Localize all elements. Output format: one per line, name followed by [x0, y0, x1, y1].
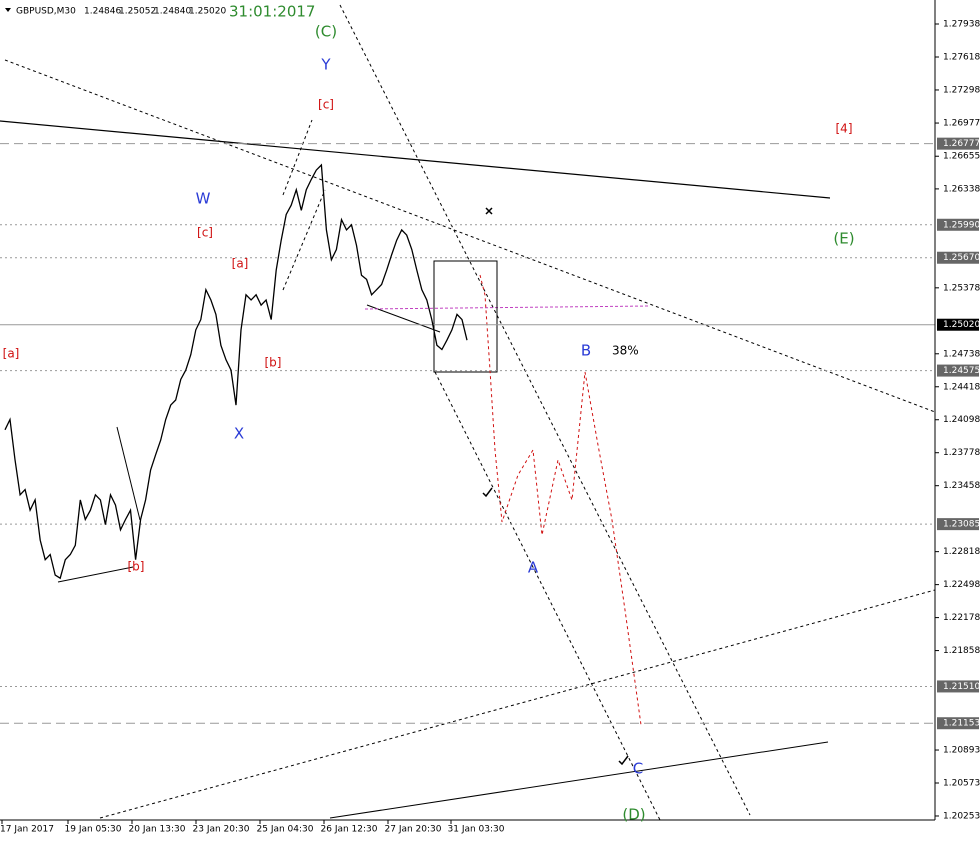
low: 1.24840 [154, 7, 191, 17]
x-tick-label: 20 Jan 13:30 [129, 825, 186, 835]
x-tick-label: 23 Jan 20:30 [193, 825, 250, 835]
trend-line [366, 304, 441, 333]
y-tick-label: 1.24098 [943, 415, 980, 425]
trend-line [329, 741, 829, 819]
x-tick-label: 17 Jan 2017 [0, 825, 54, 835]
wave-label: C [633, 760, 643, 778]
trend-line [339, 4, 751, 816]
wave-label: X [234, 425, 244, 443]
y-tick-label: 1.22818 [943, 547, 980, 557]
trend-line [116, 426, 141, 521]
y-tick-label: 1.25378 [943, 283, 980, 293]
y-tick-label: 1.26655 [943, 152, 980, 162]
wave-label: (D) [622, 806, 645, 824]
y-tick-label: 1.22178 [943, 613, 980, 623]
wave-label: 38% [612, 344, 639, 358]
wave-label: [a] [3, 347, 20, 361]
axis-labels: 1.27938 1.27618 1.27298 1.26977 1.26655 1.263… [0, 20, 980, 835]
trend-line [57, 566, 134, 583]
level-label: 1.21510 [943, 682, 980, 692]
y-tick-label: 1.26977 [943, 119, 980, 129]
symbol: GBPUSD,M30 [16, 7, 76, 17]
level-label: 1.24575 [943, 366, 980, 376]
wave-label: W [196, 190, 211, 208]
x-tick-label: 26 Jan 12:30 [321, 825, 378, 835]
level-label: 1.26777 [943, 139, 980, 149]
level-tag [937, 364, 979, 377]
trend-line [0, 120, 831, 199]
level-tag [937, 218, 979, 231]
y-tick-label: 1.20253 [943, 811, 980, 821]
level-label: 1.21153 [943, 719, 980, 729]
plot [4, 163, 468, 580]
open: 1.24846 [84, 7, 121, 17]
price-line [4, 163, 468, 580]
y-tick-label: 1.24418 [943, 382, 980, 392]
wave-label: (E) [833, 230, 854, 248]
level-tag [937, 318, 979, 331]
levels [0, 143, 935, 724]
wave-label: [c] [318, 98, 334, 112]
level-label: 1.25990 [943, 220, 980, 230]
x-tick-label: 31 Jan 03:30 [448, 825, 505, 835]
y-tick-label: 1.22498 [943, 580, 980, 590]
high: 1.25052 [119, 7, 156, 17]
fib-line [364, 305, 651, 310]
wave-label: [b] [128, 560, 145, 574]
box [433, 260, 498, 373]
close: 1.25020 [189, 7, 226, 17]
y-tick-label: 1.21858 [943, 646, 980, 656]
y-tick-label: 1.24738 [943, 349, 980, 359]
channel-line [282, 119, 313, 196]
wave-label: [b] [265, 356, 282, 370]
channel-line [282, 189, 326, 291]
y-tick-label: 1.27298 [943, 85, 980, 95]
check-mark [618, 755, 629, 766]
check-mark [482, 487, 493, 498]
trend-line [99, 589, 936, 819]
y-tick-label: 1.20573 [943, 779, 980, 789]
dropdown-icon [5, 8, 11, 12]
wave-label: B [581, 342, 591, 360]
level-tag [937, 137, 979, 150]
y-tick-label: 1.20893 [943, 746, 980, 756]
level-tag [937, 717, 979, 730]
y-tick-label: 1.27618 [943, 52, 980, 62]
drawings [0, 4, 936, 821]
x-tick-label: 19 Jan 05:30 [65, 825, 122, 835]
level-tag [937, 251, 979, 264]
y-tick-label: 1.23458 [943, 481, 980, 491]
header: GBPUSD,M30 1.24846 1.25052 1.24840 1.250… [5, 3, 315, 21]
level-tag [937, 518, 979, 531]
projection [479, 274, 642, 726]
wave-label: [a] [232, 257, 249, 271]
level-label: 1.25020 [943, 320, 980, 330]
wave-label: [4] [836, 122, 853, 136]
y-tick-label: 1.23778 [943, 448, 980, 458]
x-tick-label: 27 Jan 20:30 [385, 825, 442, 835]
y-tick-label: 1.27938 [943, 20, 980, 30]
wave-label: Y [320, 56, 331, 74]
level-tag [937, 680, 979, 693]
y-tick-label: 1.26338 [943, 184, 980, 194]
x-tick-label: 25 Jan 04:30 [257, 825, 314, 835]
trend-line [4, 59, 936, 413]
wave-label: (C) [315, 23, 337, 41]
wave-label: A [528, 559, 539, 577]
date: 31:01:2017 [229, 3, 315, 21]
level-label: 1.23085 [943, 520, 980, 530]
annotations: (C) Y [c] W [c] [a] [a] [b] X [b] [4] (E) B 38% A C (D) [3, 23, 855, 824]
level-label: 1.25670 [943, 253, 980, 263]
wave-label: [c] [197, 226, 213, 240]
cross-mark [485, 207, 493, 215]
